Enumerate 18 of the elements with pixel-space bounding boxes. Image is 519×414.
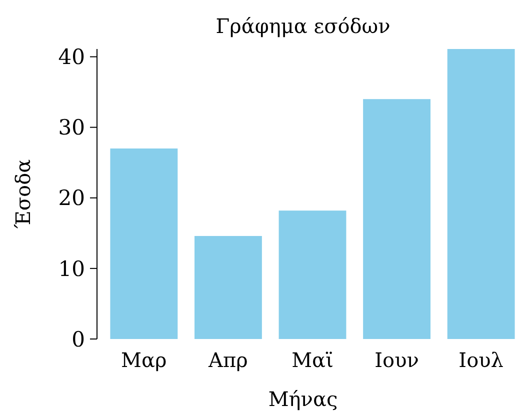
x-tick-label: Ιουλ xyxy=(458,348,504,372)
x-tick-label: Ιουν xyxy=(374,348,419,372)
y-tick-label: 0 xyxy=(72,327,85,352)
y-tick-label: 20 xyxy=(58,186,85,210)
bar xyxy=(363,99,430,339)
chart-title: Γράφημα εσόδων xyxy=(216,14,390,38)
x-tick-label: Μαϊ xyxy=(292,348,334,372)
bar xyxy=(110,148,178,339)
x-axis-title: Μήνας xyxy=(268,387,338,411)
y-tick-label: 40 xyxy=(58,45,85,70)
bar xyxy=(447,49,515,339)
bar xyxy=(278,210,346,339)
y-tick-label: 10 xyxy=(58,256,85,281)
x-tick-label: Απρ xyxy=(208,348,248,372)
y-axis-title: Έσοδα xyxy=(11,159,35,229)
bar xyxy=(194,236,262,339)
y-tick-label: 30 xyxy=(58,116,85,140)
x-tick-label: Μαρ xyxy=(121,348,167,372)
